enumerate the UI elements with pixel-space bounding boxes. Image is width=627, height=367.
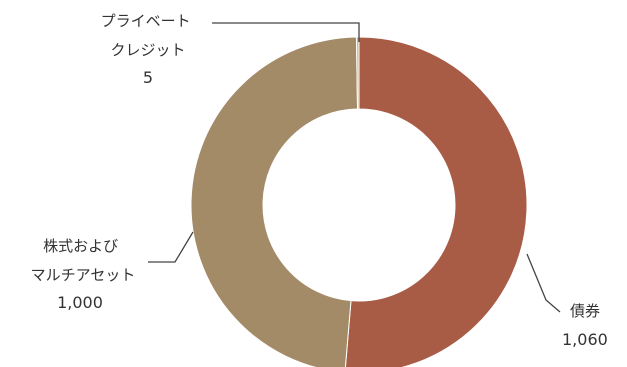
leader-line-private-credit: [212, 22, 360, 42]
value-bonds: 1,060: [562, 330, 608, 349]
slices-group: [190, 36, 528, 367]
value-equity-multi-asset: 1,000: [57, 293, 103, 312]
label-private-credit: プライベート クレジット: [101, 12, 196, 59]
value-private-credit: 5: [143, 68, 153, 87]
label-equity-line2: マルチアセット: [31, 266, 136, 284]
label-equity-multi-asset: 株式および マルチアセット: [31, 237, 136, 284]
label-private-credit-line1: プライベート: [101, 12, 191, 30]
slice-private-credit: [355, 36, 360, 110]
leader-line-bonds: [526, 253, 561, 313]
label-bonds: 債券: [570, 302, 600, 320]
label-equity-line1: 株式および: [43, 237, 118, 255]
leader-line-equity: [148, 231, 194, 263]
slice-bonds: [344, 36, 528, 367]
label-private-credit-line2: クレジット: [110, 41, 185, 59]
slice-equity-multi-asset: [190, 36, 359, 367]
